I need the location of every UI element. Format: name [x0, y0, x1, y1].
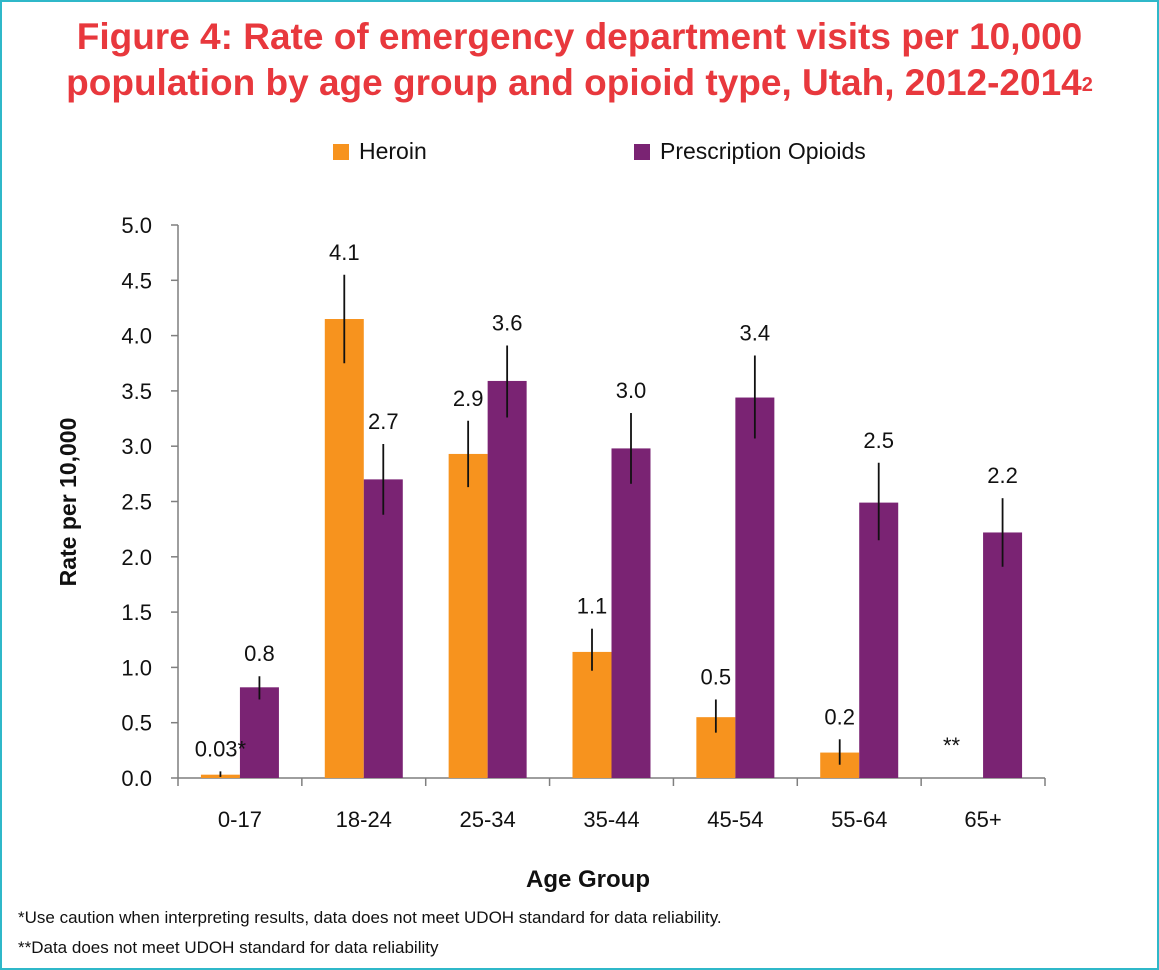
chart-axes: 0.0 0.5 1.0 1.5 2.0 2.5 3.0 3.5 4.0 4.5 5.0 0-17 18-… [121, 213, 1046, 832]
data-label: 3.0 [616, 378, 647, 403]
bar-prescription-opioids [983, 532, 1023, 778]
x-tick-label: 18-24 [336, 807, 392, 832]
bar-prescription-opioids [611, 448, 651, 778]
data-label: 2.5 [863, 428, 894, 453]
y-axis-title: Rate per 10,000 [55, 418, 81, 587]
bar-prescription-opioids [735, 397, 775, 778]
data-label: 0.03* [195, 736, 247, 761]
legend-label-prescription-opioids: Prescription Opioids [660, 138, 866, 164]
y-tick-label: 1.5 [121, 600, 152, 625]
data-label: 2.9 [453, 386, 484, 411]
data-label: 0.2 [824, 704, 855, 729]
y-tick-label: 0.5 [121, 711, 152, 736]
footnote-caution: *Use caution when interpreting results, … [18, 908, 722, 927]
y-tick-label: 0.0 [121, 766, 152, 791]
data-label: 0.5 [701, 664, 732, 689]
legend-swatch-heroin [333, 143, 349, 160]
bar-prescription-opioids [239, 687, 279, 778]
x-tick-label: 0-17 [218, 807, 262, 832]
chart-title-superscript: 2 [1081, 74, 1093, 96]
footnote-reliability: **Data does not meet UDOH standard for d… [18, 938, 439, 957]
legend-label-heroin: Heroin [359, 138, 427, 164]
x-tick-label: 35-44 [583, 807, 639, 832]
data-label: 2.7 [368, 409, 399, 434]
x-tick-label: 45-54 [707, 807, 763, 832]
chart-legend: Heroin Prescription Opioids [0, 138, 1159, 168]
chart-data-labels: 0.03* 4.1 2.9 1.1 0.5 0.2 ** 0.8 2.7 3.6 3.0 3.4 2.5… [195, 240, 1018, 762]
data-label-unreliable: ** [943, 733, 961, 758]
y-tick-label: 4.0 [121, 324, 152, 349]
x-tick-label: 65+ [964, 807, 1001, 832]
y-tick-label: 3.0 [121, 434, 152, 459]
legend-item-prescription-opioids: Prescription Opioids [634, 138, 866, 165]
x-axis-title: Age Group [526, 866, 650, 893]
data-label: 1.1 [577, 594, 608, 619]
data-label: 2.2 [987, 463, 1018, 488]
chart-title-line2: population by age group and opioid type,… [66, 62, 1082, 103]
data-label: 3.4 [740, 321, 771, 346]
data-label: 3.6 [492, 311, 523, 336]
chart-title: Figure 4: Rate of emergency department v… [0, 14, 1159, 106]
bar-heroin [572, 651, 612, 778]
bar-heroin [324, 319, 364, 778]
y-tick-label: 4.5 [121, 268, 152, 293]
data-label: 0.8 [244, 641, 275, 666]
bar-heroin [448, 453, 488, 778]
y-tick-label: 3.5 [121, 379, 152, 404]
chart-bars [200, 274, 1023, 778]
y-tick-label: 2.0 [121, 545, 152, 570]
x-tick-label: 25-34 [460, 807, 516, 832]
x-tick-label: 55-64 [831, 807, 887, 832]
y-tick-label: 2.5 [121, 490, 152, 515]
legend-swatch-prescription-opioids [634, 143, 650, 160]
bar-prescription-opioids [487, 380, 527, 778]
bar-prescription-opioids [859, 502, 899, 778]
y-tick-label: 5.0 [121, 213, 152, 238]
legend-item-heroin: Heroin [333, 138, 427, 165]
y-tick-label: 1.0 [121, 655, 152, 680]
chart-title-line1: Figure 4: Rate of emergency department v… [76, 16, 1083, 57]
bar-prescription-opioids [363, 479, 403, 778]
data-label: 4.1 [329, 240, 360, 265]
